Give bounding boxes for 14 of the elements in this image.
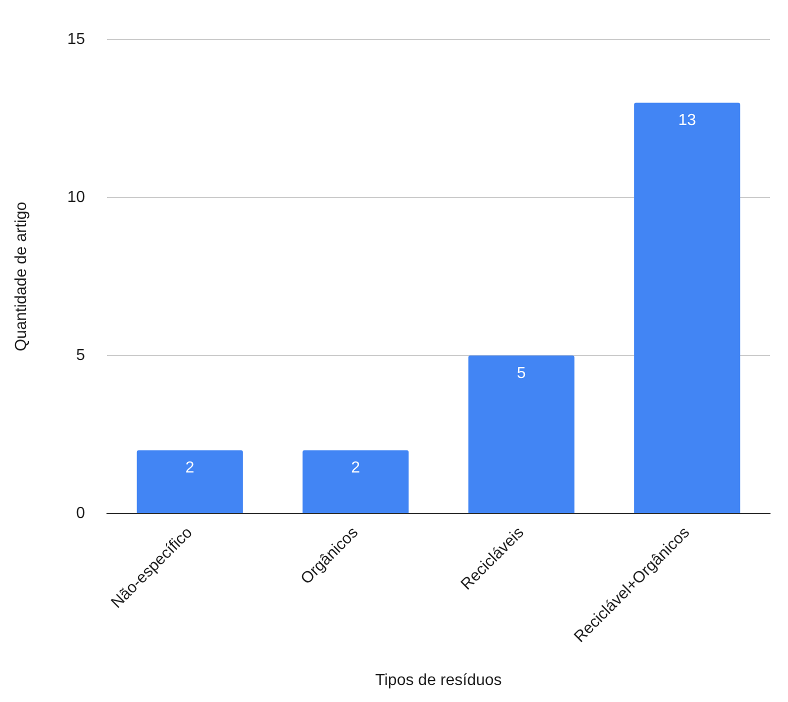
bar <box>634 102 740 513</box>
bar <box>136 450 243 513</box>
bar <box>468 356 574 513</box>
y-axis-title: Quantidade de artigo <box>13 202 30 352</box>
x-axis-title: Tipos de resíduos <box>375 672 502 689</box>
y-tick-label: 10 <box>67 188 86 206</box>
y-tick-label: 5 <box>76 346 86 364</box>
data-label: 2 <box>185 460 194 477</box>
y-tick-label: 0 <box>76 504 86 522</box>
data-label: 2 <box>351 460 360 477</box>
data-label: 13 <box>678 112 696 130</box>
y-tick-label: 15 <box>67 31 86 48</box>
bar <box>302 450 409 513</box>
data-label: 5 <box>516 364 526 382</box>
